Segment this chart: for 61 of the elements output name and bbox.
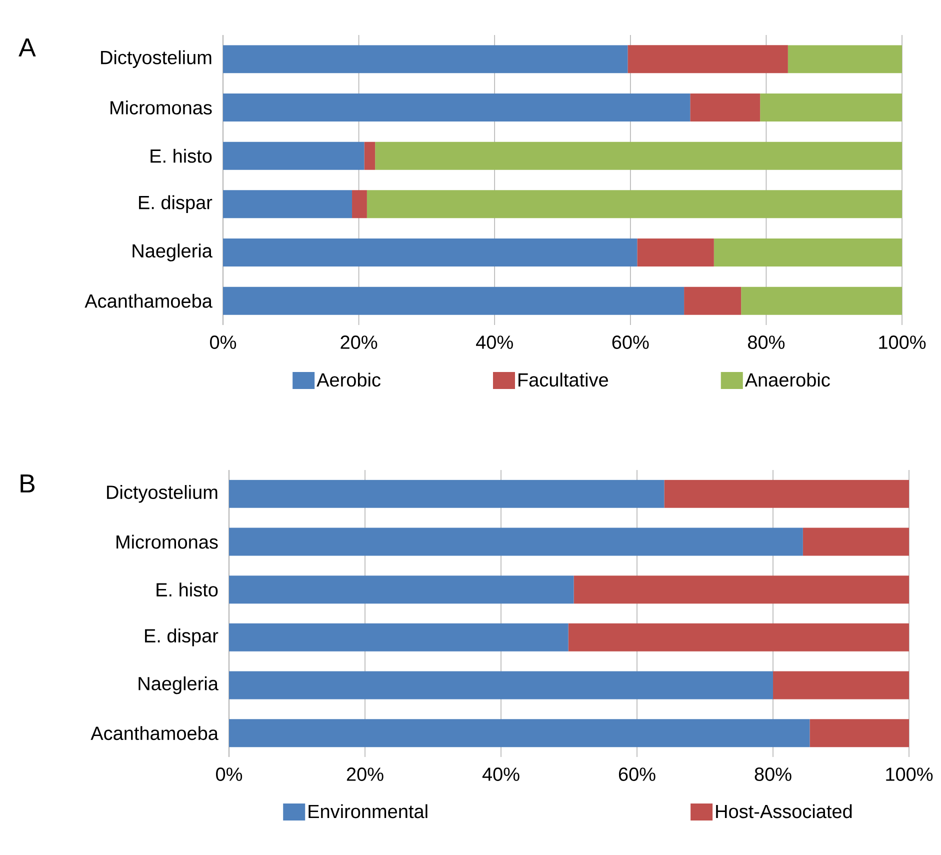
y-tick-label: E. histo	[156, 582, 218, 597]
bar	[223, 142, 364, 170]
legend-label: Anaerobic	[744, 372, 830, 387]
bar	[229, 480, 664, 508]
legend-label: Host-Associated	[716, 804, 852, 818]
legend-label: Aerobic	[316, 372, 380, 387]
bar	[628, 45, 788, 74]
bar	[352, 190, 367, 218]
x-tick-label: 80%	[748, 336, 785, 349]
y-tick-label: E. dispar	[139, 195, 212, 214]
y-tick-label: Dictyostelium	[101, 50, 212, 68]
bar	[664, 480, 910, 508]
x-tick-label: 20%	[346, 768, 384, 781]
legend-label: Environmental	[308, 804, 428, 818]
chart-title: B	[20, 474, 35, 492]
bar	[366, 190, 902, 218]
bar	[810, 719, 910, 748]
bar	[574, 576, 910, 604]
bar	[223, 45, 628, 74]
y-tick-label: Acanthamoeba	[90, 726, 218, 740]
x-tick-label: 0%	[216, 768, 242, 781]
x-tick-label: 20%	[340, 336, 378, 349]
bar	[229, 719, 810, 748]
bar	[223, 238, 638, 266]
bar	[375, 142, 902, 170]
bar	[229, 576, 574, 604]
x-tick-label: 60%	[618, 768, 656, 781]
bar	[223, 190, 352, 218]
bar	[223, 94, 690, 122]
y-tick-label: Naegleria	[132, 244, 212, 262]
bar	[684, 286, 742, 315]
bar	[229, 671, 774, 700]
bar	[223, 286, 684, 315]
x-tick-label: 40%	[482, 768, 520, 781]
bar	[714, 238, 902, 266]
bar	[229, 623, 568, 652]
bar	[364, 142, 376, 170]
x-tick-label: 100%	[879, 336, 926, 349]
x-tick-label: 40%	[476, 336, 513, 349]
bar	[760, 94, 902, 122]
y-tick-label: E. dispar	[145, 628, 218, 646]
bar	[690, 94, 760, 122]
x-tick-label: 100%	[886, 768, 933, 781]
y-tick-label: E. histo	[150, 148, 212, 163]
y-tick-label: Naegleria	[138, 676, 218, 694]
x-tick-label: 80%	[754, 768, 792, 781]
y-tick-label: Dictyostelium	[107, 485, 218, 503]
bar	[788, 45, 902, 74]
bar	[637, 238, 714, 266]
y-tick-label: Acanthamoeba	[84, 294, 212, 308]
y-tick-label: Micromonas	[116, 534, 218, 549]
bar	[802, 528, 910, 556]
y-tick-label: Micromonas	[110, 100, 212, 114]
chart-title: A	[18, 38, 36, 56]
bar	[773, 671, 910, 700]
bar	[229, 528, 803, 556]
bar	[741, 286, 902, 315]
legend-label: Facultative	[518, 372, 608, 387]
bar	[568, 623, 910, 652]
x-tick-label: 60%	[612, 336, 649, 349]
x-tick-label: 0%	[210, 336, 236, 349]
